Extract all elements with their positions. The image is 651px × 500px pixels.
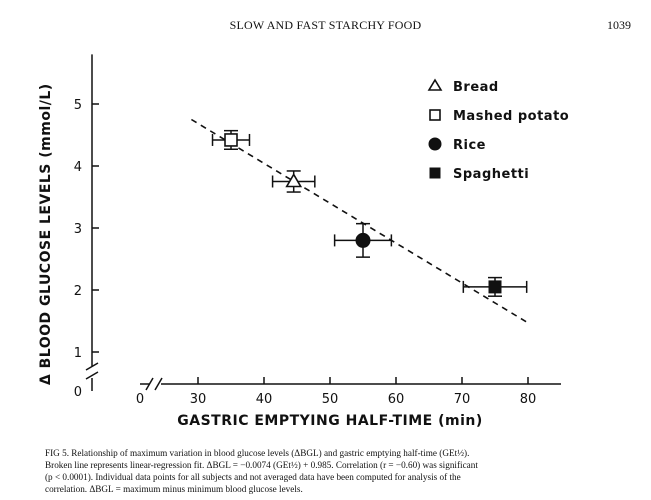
running-head: SLOW AND FAST STARCHY FOOD 1039 xyxy=(0,18,651,38)
legend-label-rice: Rice xyxy=(453,138,486,153)
page-number: 1039 xyxy=(607,18,631,32)
x-axis-break-mark xyxy=(154,377,163,391)
x-axis-title: GASTRIC EMPTYING HALF-TIME (min) xyxy=(177,413,482,429)
data-point-mashed-potato xyxy=(224,133,238,147)
y-tick-label-2: 2 xyxy=(74,284,82,299)
y-axis-break-mark xyxy=(85,371,99,380)
caption-line-2: Broken line represents linear-regression… xyxy=(45,460,478,470)
x-tick-label-40: 40 xyxy=(256,392,273,407)
y-tick-label-3: 3 xyxy=(74,222,82,237)
x-tick-label-80: 80 xyxy=(520,392,537,407)
data-point-bread xyxy=(285,172,303,188)
caption-line-4: correlation. ΔBGL = maximum minus minimu… xyxy=(45,484,303,494)
legend-label-bread: Bread xyxy=(453,80,499,95)
data-point-spaghetti xyxy=(488,280,502,294)
data-point-rice xyxy=(355,232,371,248)
x-tick-label-0: 0 xyxy=(136,392,144,407)
legend-marker-mashed-potato xyxy=(429,109,441,121)
caption-line-1: FIG 5. Relationship of maximum variation… xyxy=(45,448,470,458)
x-tick-label-50: 50 xyxy=(322,392,339,407)
figure-caption: FIG 5. Relationship of maximum variation… xyxy=(45,435,585,495)
x-tick-label-30: 30 xyxy=(190,392,207,407)
caption-line-3: (p < 0.0001). Individual data points for… xyxy=(45,472,461,482)
y-tick-label-0: 0 xyxy=(74,385,82,400)
legend-label-spaghetti: Spaghetti xyxy=(453,167,529,182)
legend-label-mashed-potato: Mashed potato xyxy=(453,109,569,124)
y-tick-label-4: 4 xyxy=(74,160,82,175)
y-tick-label-5: 5 xyxy=(74,98,82,113)
legend-marker-spaghetti xyxy=(429,167,441,179)
x-tick-label-70: 70 xyxy=(454,392,471,407)
x-tick-label-60: 60 xyxy=(388,392,405,407)
y-tick-label-1: 1 xyxy=(74,346,82,361)
y-axis-break-mark xyxy=(85,362,99,371)
running-title: SLOW AND FAST STARCHY FOOD xyxy=(229,18,422,32)
y-axis-title: Δ BLOOD GLUCOSE LEVELS (mmol/L) xyxy=(38,83,54,385)
legend-marker-bread xyxy=(427,78,443,91)
x-axis-break-mark xyxy=(145,377,154,391)
legend-marker-rice xyxy=(428,137,442,151)
